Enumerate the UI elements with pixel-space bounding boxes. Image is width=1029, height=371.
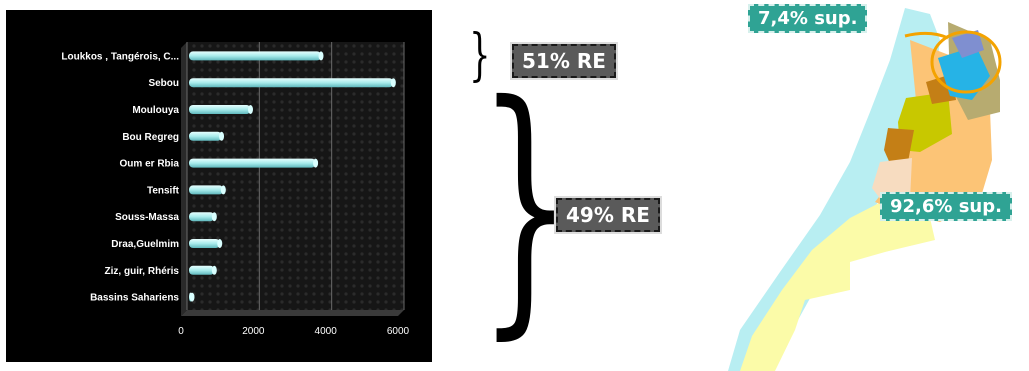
bar [189, 212, 215, 222]
category-label: Bou Regreg [122, 132, 179, 143]
bar [189, 239, 220, 248]
bar-cap [219, 131, 225, 141]
bar [189, 185, 224, 195]
bar-cap [217, 239, 223, 248]
bar [189, 78, 394, 88]
bar-chart: 0 2000 4000 6000 Loukkos , Tangérois, C... Se… [61, 42, 410, 337]
category-label: Moulouya [132, 105, 179, 116]
bar-cap [318, 51, 324, 61]
bar [189, 131, 222, 141]
x-tick-label: 4000 [315, 326, 338, 337]
x-tick-label: 6000 [387, 326, 410, 337]
bar-chart-panel: 0 2000 4000 6000 Loukkos , Tangérois, C... Se… [6, 10, 432, 362]
bar [189, 158, 316, 168]
category-label: Sebou [148, 78, 179, 89]
bar [189, 105, 251, 114]
x-tick-label: 2000 [242, 326, 265, 337]
bar-cap [211, 265, 217, 275]
x-tick-label: 0 [178, 326, 184, 337]
highlight-pointer [904, 31, 949, 40]
category-label: Draa,Guelmim [111, 239, 179, 250]
bar-cap [189, 292, 195, 302]
category-label: Tensift [147, 185, 180, 196]
category-label: Loukkos , Tangérois, C... [61, 51, 179, 62]
sahara-region [740, 200, 935, 371]
bar-cap [220, 185, 226, 195]
morocco-basins-map [728, 8, 1002, 371]
rest-surface-share-badge: 92,6% sup. [880, 192, 1012, 221]
bar-cap [313, 158, 319, 168]
sebou-region [938, 46, 990, 100]
bar [189, 265, 215, 275]
bar-cap [211, 212, 217, 222]
plot-side-wall [181, 42, 187, 316]
top-group-brace: } [469, 23, 491, 88]
northern-surface-share-badge: 7,4% sup. [748, 4, 868, 33]
category-label: Oum er Rbia [120, 159, 180, 170]
bottom-group-share-badge: 49% RE [554, 196, 662, 234]
tensift-region [884, 128, 914, 168]
loukkos-region [952, 30, 984, 58]
category-label: Bassins Sahariens [90, 293, 179, 304]
bar [189, 51, 322, 61]
bar-cap [390, 78, 396, 88]
category-label: Ziz, guir, Rhéris [105, 266, 180, 277]
top-group-share-badge: 51% RE [510, 42, 618, 80]
bar-cap [247, 105, 253, 114]
northern-basins-highlight-ring [930, 30, 1002, 94]
plot-floor [181, 310, 404, 316]
category-label: Souss-Massa [115, 212, 179, 223]
coastal-band [728, 8, 940, 371]
